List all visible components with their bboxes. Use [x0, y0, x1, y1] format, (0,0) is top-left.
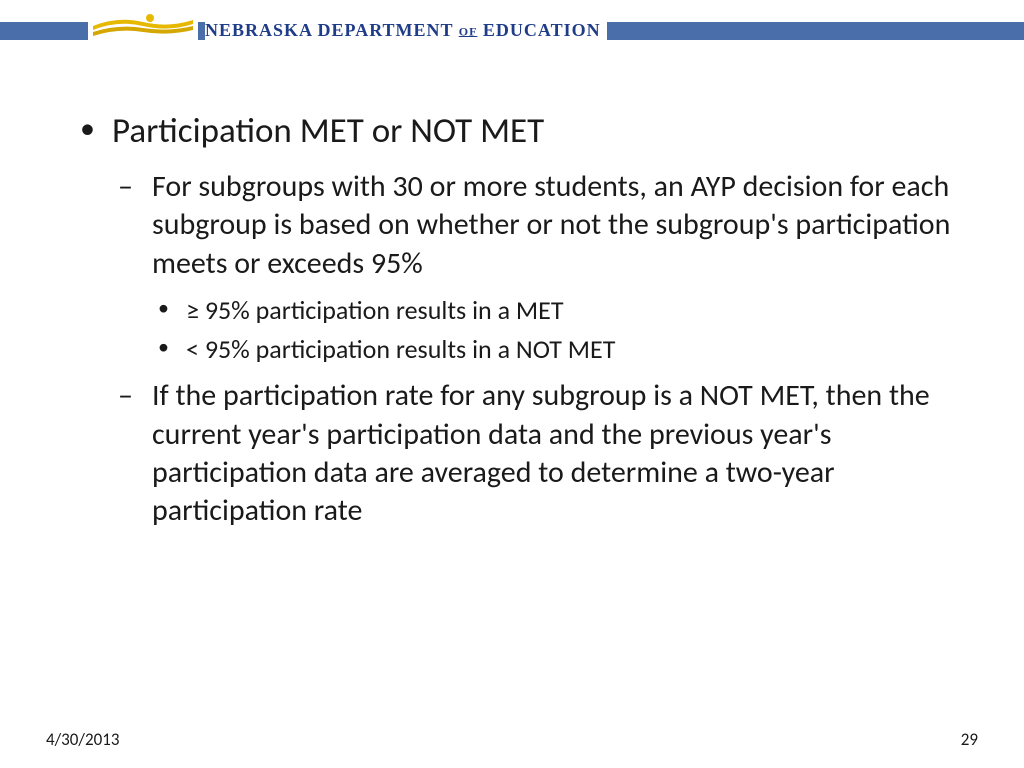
logo-icon	[88, 8, 198, 50]
bullet-l2-first: For subgroups with 30 or more students, …	[112, 168, 964, 367]
header-title: NEBRASKA DEPARTMENT OF EDUCATION	[205, 20, 607, 41]
dept-suffix: EDUCATION	[483, 20, 601, 40]
bullet-l2-second: If the participation rate for any subgro…	[112, 377, 964, 531]
slide-content: Participation MET or NOT MET For subgrou…	[76, 110, 964, 537]
bullet-l1-text: Participation MET or NOT MET	[112, 110, 544, 152]
footer-date: 4/30/2013	[46, 729, 119, 750]
dept-prefix: NEBRASKA DEPARTMENT	[205, 20, 453, 40]
bullet-l1: Participation MET or NOT MET For subgrou…	[76, 110, 964, 531]
bullet-l3b: < 95% participation results in a NOT MET	[152, 332, 964, 367]
bullet-l3a: ≥ 95% participation results in a MET	[152, 293, 964, 328]
dept-of: OF	[459, 24, 478, 38]
bullet-l2a-text: For subgroups with 30 or more students, …	[152, 168, 950, 282]
footer-page-number: 29	[961, 729, 978, 750]
